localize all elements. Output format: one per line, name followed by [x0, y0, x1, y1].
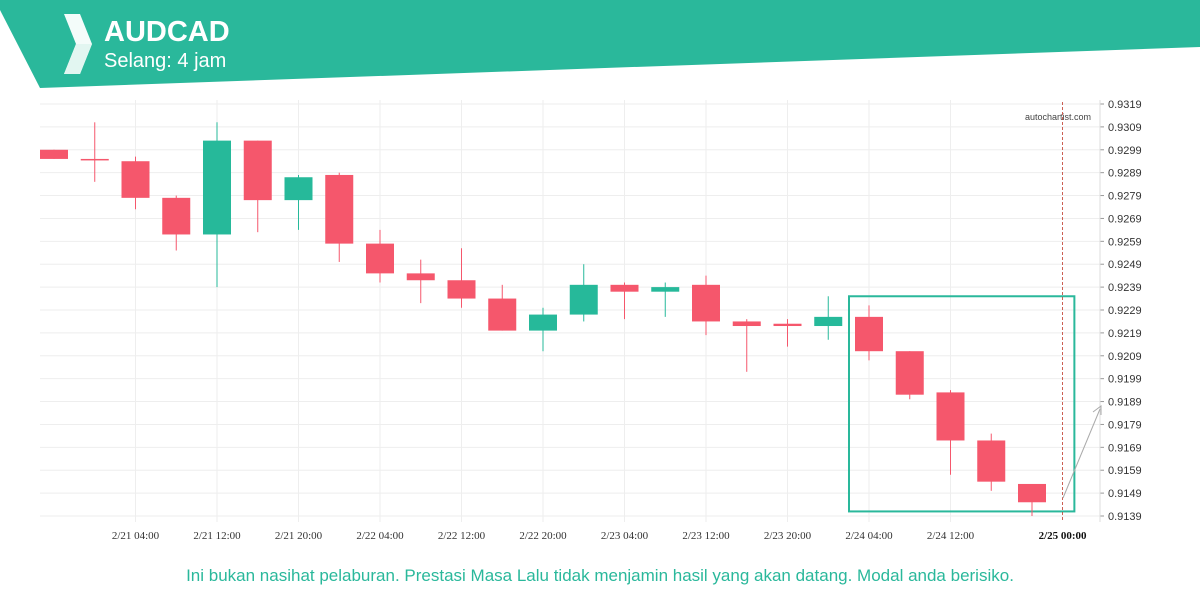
- y-tick-label: 0.9239: [1108, 282, 1142, 294]
- candle-body: [692, 284, 720, 322]
- candle: [40, 149, 68, 159]
- candle: [936, 390, 965, 475]
- candle: [692, 275, 720, 336]
- candle-body: [610, 284, 639, 292]
- candle-body: [162, 197, 191, 235]
- candle-body: [1018, 483, 1046, 503]
- candle-body: [936, 392, 965, 441]
- candle: [243, 140, 272, 233]
- pattern-box: [848, 295, 1076, 513]
- candle: [121, 156, 150, 210]
- candle-body: [325, 174, 354, 244]
- x-tick-label: 2/23 04:00: [601, 530, 649, 542]
- candle-body: [121, 161, 150, 198]
- candle: [651, 282, 680, 317]
- candle-body: [651, 287, 680, 292]
- candle-body: [529, 314, 557, 331]
- candle-body: [895, 351, 924, 395]
- candle-body: [406, 273, 435, 281]
- y-tick-label: 0.9189: [1108, 397, 1142, 409]
- y-tick-label: 0.9229: [1108, 305, 1142, 317]
- x-tick-label: 2/23 20:00: [764, 530, 812, 542]
- autochartist-logo-icon: [64, 14, 92, 74]
- candle-body: [243, 140, 272, 201]
- candle: [284, 174, 313, 230]
- candle-body: [732, 321, 761, 327]
- disclaimer-text: Ini bukan nasihat pelaburan. Prestasi Ma…: [186, 566, 1014, 585]
- x-tick-label: 2/21 20:00: [275, 530, 323, 542]
- candle: [773, 319, 802, 347]
- x-tick-label: 2/22 12:00: [438, 530, 486, 542]
- candle-body: [284, 177, 313, 201]
- candle-body: [773, 323, 802, 327]
- candle: [732, 319, 761, 372]
- trend-arrow-icon: [1062, 405, 1102, 499]
- candle-body: [977, 440, 1006, 482]
- y-tick-label: 0.9299: [1108, 145, 1142, 157]
- symbol-title: AUDCAD: [104, 16, 230, 48]
- y-tick-label: 0.9289: [1108, 168, 1142, 180]
- x-tick-label: 2/23 12:00: [682, 530, 730, 542]
- candle: [529, 307, 557, 352]
- y-tick-label: 0.9159: [1108, 465, 1142, 477]
- y-tick-label: 0.9199: [1108, 374, 1142, 386]
- y-tick-label: 0.9149: [1108, 488, 1142, 500]
- candle: [406, 259, 435, 304]
- candle-body: [80, 158, 109, 161]
- candles: [40, 122, 1046, 516]
- candle: [977, 433, 1006, 491]
- x-tick-label: 2/24 12:00: [927, 530, 975, 542]
- candle: [855, 305, 883, 361]
- y-tick-label: 0.9179: [1108, 419, 1142, 431]
- candle-body: [447, 280, 476, 299]
- candle: [366, 229, 394, 283]
- candle-body: [855, 316, 883, 352]
- x-tick-label: 2/25 00:00: [1039, 530, 1087, 542]
- candle: [569, 264, 598, 322]
- x-tick-label: 2/21 04:00: [112, 530, 160, 542]
- x-tick-label: 2/22 20:00: [519, 530, 567, 542]
- x-tick-label: 2/22 04:00: [356, 530, 404, 542]
- y-tick-label: 0.9309: [1108, 122, 1142, 134]
- candle-body: [569, 284, 598, 315]
- candle: [447, 248, 476, 308]
- overlay-layer: autochartist.com: [1025, 102, 1102, 522]
- interval-label: Selang: 4 jam: [104, 50, 227, 72]
- x-axis-ticks: 2/21 04:00 2/21 12:00 2/21 20:00 2/22 04:00…: [112, 530, 1087, 542]
- y-tick-label: 0.9209: [1108, 351, 1142, 363]
- candle: [203, 122, 231, 288]
- y-tick-label: 0.9279: [1108, 191, 1142, 203]
- y-tick-label: 0.9319: [1108, 99, 1142, 111]
- candle-body: [814, 316, 843, 327]
- candle: [610, 282, 639, 320]
- candle-body: [488, 298, 517, 331]
- candle: [1018, 483, 1046, 516]
- y-tick-label: 0.9169: [1108, 442, 1142, 454]
- candle: [488, 284, 517, 331]
- x-tick-label: 2/24 04:00: [845, 530, 893, 542]
- candle-body: [366, 243, 394, 274]
- candle: [325, 172, 354, 262]
- watermark: autochartist.com: [1025, 112, 1091, 122]
- y-tick-label: 0.9259: [1108, 236, 1142, 248]
- candle: [814, 296, 843, 340]
- candle: [162, 195, 191, 251]
- x-tick-label: 2/21 12:00: [193, 530, 241, 542]
- candle-body: [203, 140, 231, 235]
- y-tick-label: 0.9219: [1108, 328, 1142, 340]
- candle: [895, 351, 924, 400]
- candle-body: [40, 149, 68, 159]
- y-tick-label: 0.9269: [1108, 213, 1142, 225]
- y-tick-label: 0.9139: [1108, 511, 1142, 523]
- y-tick-label: 0.9249: [1108, 259, 1142, 271]
- header-banner: [0, 0, 1200, 88]
- pattern-box-layer: [848, 295, 1076, 513]
- y-axis-ticks: 0.9319 0.9309 0.9299 0.9289 0.9279 0.9269 0.92…: [1099, 99, 1142, 523]
- candle: [80, 122, 109, 182]
